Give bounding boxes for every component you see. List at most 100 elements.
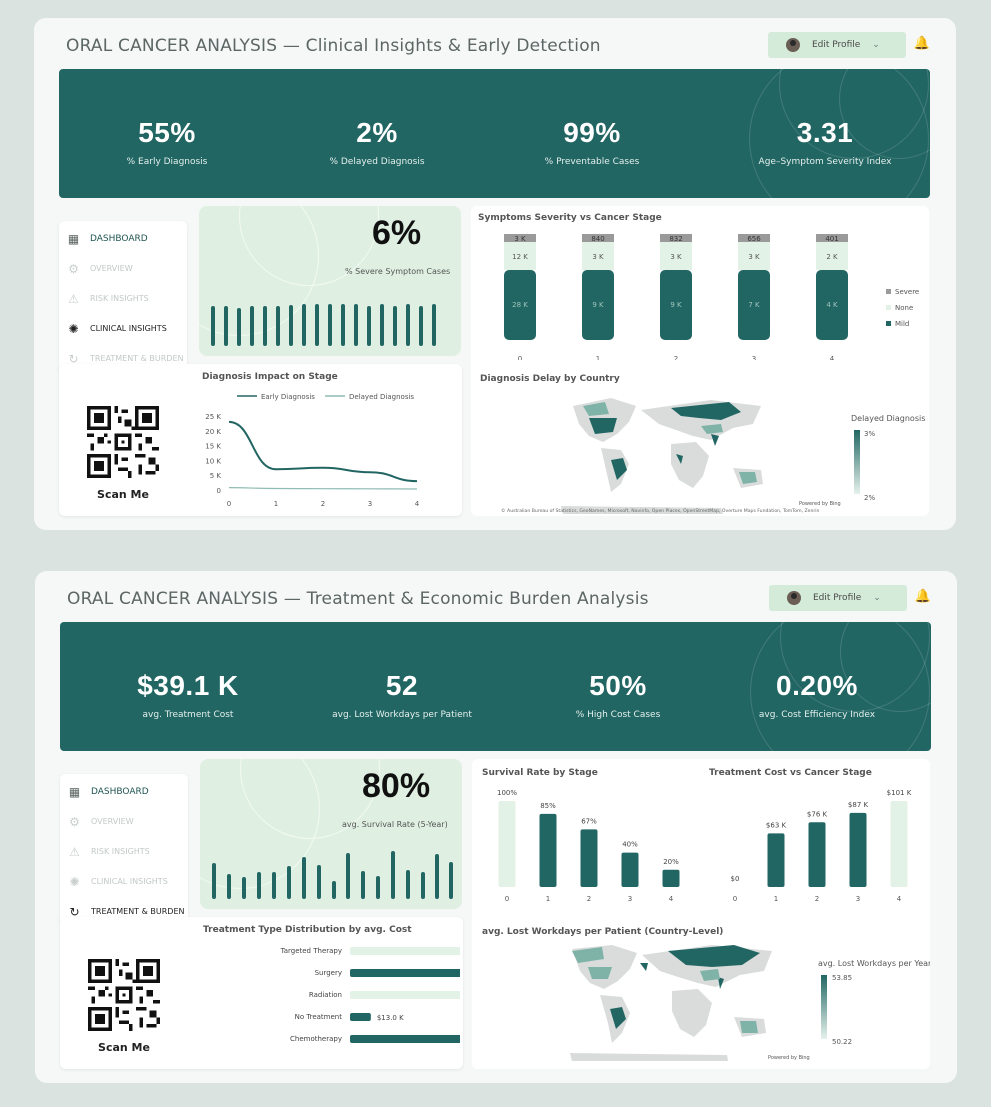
svg-text:Delayed Diagnosis: Delayed Diagnosis <box>851 414 925 423</box>
cycle-icon: ↻ <box>69 904 80 919</box>
bar-severe <box>816 234 848 242</box>
world-map[interactable]: avg. Lost Workdays per Year 53.85 50.22 … <box>472 937 930 1069</box>
grid-icon: ▦ <box>68 784 81 799</box>
avatar <box>786 38 800 52</box>
y-tick-label: Radiation <box>309 991 342 999</box>
sidebar-nav: ▦ DASHBOARD ⚙ OVERVIEW ⚠ RISK INSIGHTS ✺ CLI… <box>59 221 187 370</box>
nav-overview[interactable]: ⚙ OVERVIEW <box>67 814 134 829</box>
bar-label: 3 K <box>514 235 526 243</box>
edit-profile-button[interactable]: Edit Profile ⌄ <box>769 585 907 611</box>
kpi-preventable-cases: 99%% Preventable Cases <box>544 117 640 167</box>
nav-dashboard[interactable]: ▦ DASHBOARD <box>67 231 148 246</box>
sidebar-nav: ▦ DASHBOARD ⚙ OVERVIEW ⚠ RISK INSIGHTS ✺ CLI… <box>60 774 188 923</box>
chart-title: Survival Rate by Stage <box>482 768 598 778</box>
cycle-icon: ↻ <box>68 351 79 366</box>
legend-label: Delayed Diagnosis <box>349 393 414 401</box>
legend-swatch <box>886 321 891 326</box>
svg-text:3%: 3% <box>864 430 875 438</box>
x-tick-label: 1 <box>274 500 278 508</box>
bar-label: 2 K <box>826 253 838 261</box>
nav-clinical-insights[interactable]: ✺ CLINICAL INSIGHTS <box>66 321 166 336</box>
gear-icon: ⚙ <box>69 814 80 829</box>
y-tick-label: No Treatment <box>295 1013 343 1021</box>
y-tick-label: 20 K <box>205 428 221 436</box>
bar <box>621 852 639 887</box>
big-kpi-value: 80% <box>362 767 431 805</box>
bar-mild <box>738 270 770 340</box>
big-kpi-label: avg. Survival Rate (5-Year) <box>342 820 448 829</box>
legend-label: Severe <box>895 288 919 296</box>
treatment-cost-chart: $0 0 $63 K 1 $76 K 2 $87 K 3 $101 K 4 <box>731 789 912 903</box>
bar <box>350 1013 371 1021</box>
decorative-bars <box>212 851 453 899</box>
bar <box>350 991 460 999</box>
bar-severe <box>738 234 770 242</box>
line-series-delayed <box>228 487 418 490</box>
bar-label: 9 K <box>670 301 682 309</box>
x-tick-label: 2 <box>321 500 325 508</box>
chevron-down-icon: ⌄ <box>872 40 880 50</box>
bar-severe <box>660 234 692 242</box>
bar-label: 12 K <box>512 253 528 261</box>
bar-label: $13.0 K <box>377 1014 404 1022</box>
treatment-type-chart: Targeted Therapy$78.6 KSurgery$78.4 KRad… <box>280 947 460 1043</box>
x-tick-label: 0 <box>505 895 509 903</box>
x-tick-label: 3 <box>368 500 372 508</box>
bar-label: 100% <box>497 789 517 797</box>
bar <box>849 812 867 887</box>
bar-none <box>660 242 692 270</box>
scan-me-label: Scan Me <box>98 1041 150 1054</box>
x-tick-label: 3 <box>856 895 860 903</box>
big-kpi-label: % Severe Symptom Cases <box>345 267 451 276</box>
edit-profile-button[interactable]: Edit Profile ⌄ <box>768 32 906 58</box>
bar-mild <box>660 270 692 340</box>
avatar <box>787 591 801 605</box>
bar-label: 656 <box>747 235 761 243</box>
bar <box>498 801 516 887</box>
dashboard-panel-clinical: ORAL CANCER ANALYSIS — Clinical Insights… <box>34 18 956 530</box>
x-tick-label: 0 <box>733 895 737 903</box>
bar <box>539 813 557 887</box>
x-tick-label: 1 <box>774 895 778 903</box>
nav-dashboard[interactable]: ▦ DASHBOARD <box>68 784 149 799</box>
bell-icon[interactable]: 🔔 <box>914 589 931 604</box>
nav-treatment-burden[interactable]: ↻ TREATMENT & BURDEN <box>67 904 184 919</box>
bar <box>580 829 598 887</box>
nav-risk-insights[interactable]: ⚠ RISK INSIGHTS <box>66 291 149 306</box>
scan-me-label: Scan Me <box>97 488 149 501</box>
bell-icon[interactable]: 🔔 <box>913 36 930 51</box>
x-tick-label: 2 <box>587 895 591 903</box>
y-tick-label: Targeted Therapy <box>280 947 342 955</box>
qr-code-icon[interactable] <box>88 959 160 1031</box>
x-tick-label: 4 <box>415 500 420 508</box>
severe-symptom-card: 6% % Severe Symptom Cases <box>199 206 461 356</box>
bar-label: 85% <box>540 802 556 810</box>
nav-treatment-burden[interactable]: ↻ TREATMENT & BURDEN <box>66 351 183 366</box>
kpi-severity-index: 3.31 Age–Symptom Severity Index <box>758 117 892 167</box>
big-kpi-value: 6% <box>372 214 422 252</box>
page-title: ORAL CANCER ANALYSIS — Clinical Insights… <box>66 36 601 56</box>
right-charts-card: Survival Rate by Stage 100% 0 85% 1 67% 2 40% 3… <box>472 759 930 1069</box>
nav-risk-insights[interactable]: ⚠ RISK INSIGHTS <box>67 844 150 859</box>
world-map[interactable]: Delayed Diagnosis 3% 2% Powered by Bing … <box>471 384 929 516</box>
nav-overview[interactable]: ⚙ OVERVIEW <box>66 261 133 276</box>
warning-icon: ⚠ <box>69 844 80 859</box>
spinner-icon: ✺ <box>68 321 79 336</box>
legend-label: Mild <box>895 320 909 328</box>
bar <box>350 969 460 977</box>
qr-code-icon[interactable] <box>87 406 159 478</box>
bar-label: 3 K <box>592 253 604 261</box>
bar-label: 3 K <box>670 253 682 261</box>
bar <box>662 869 680 887</box>
edit-profile-label: Edit Profile <box>812 40 861 50</box>
bar-mild <box>504 270 536 340</box>
svg-text:© Australian Bureau of Statist: © Australian Bureau of Statistics, GeoNa… <box>501 507 820 514</box>
bar-label: 401 <box>825 235 838 243</box>
bar-label: $0 <box>731 875 740 883</box>
qr-treatment-card: Scan Me Treatment Type Distribution by a… <box>60 917 463 1069</box>
svg-text:Powered by Bing: Powered by Bing <box>799 501 841 507</box>
y-tick-label: 0 <box>217 487 221 495</box>
nav-clinical-insights[interactable]: ✺ CLINICAL INSIGHTS <box>67 874 167 889</box>
